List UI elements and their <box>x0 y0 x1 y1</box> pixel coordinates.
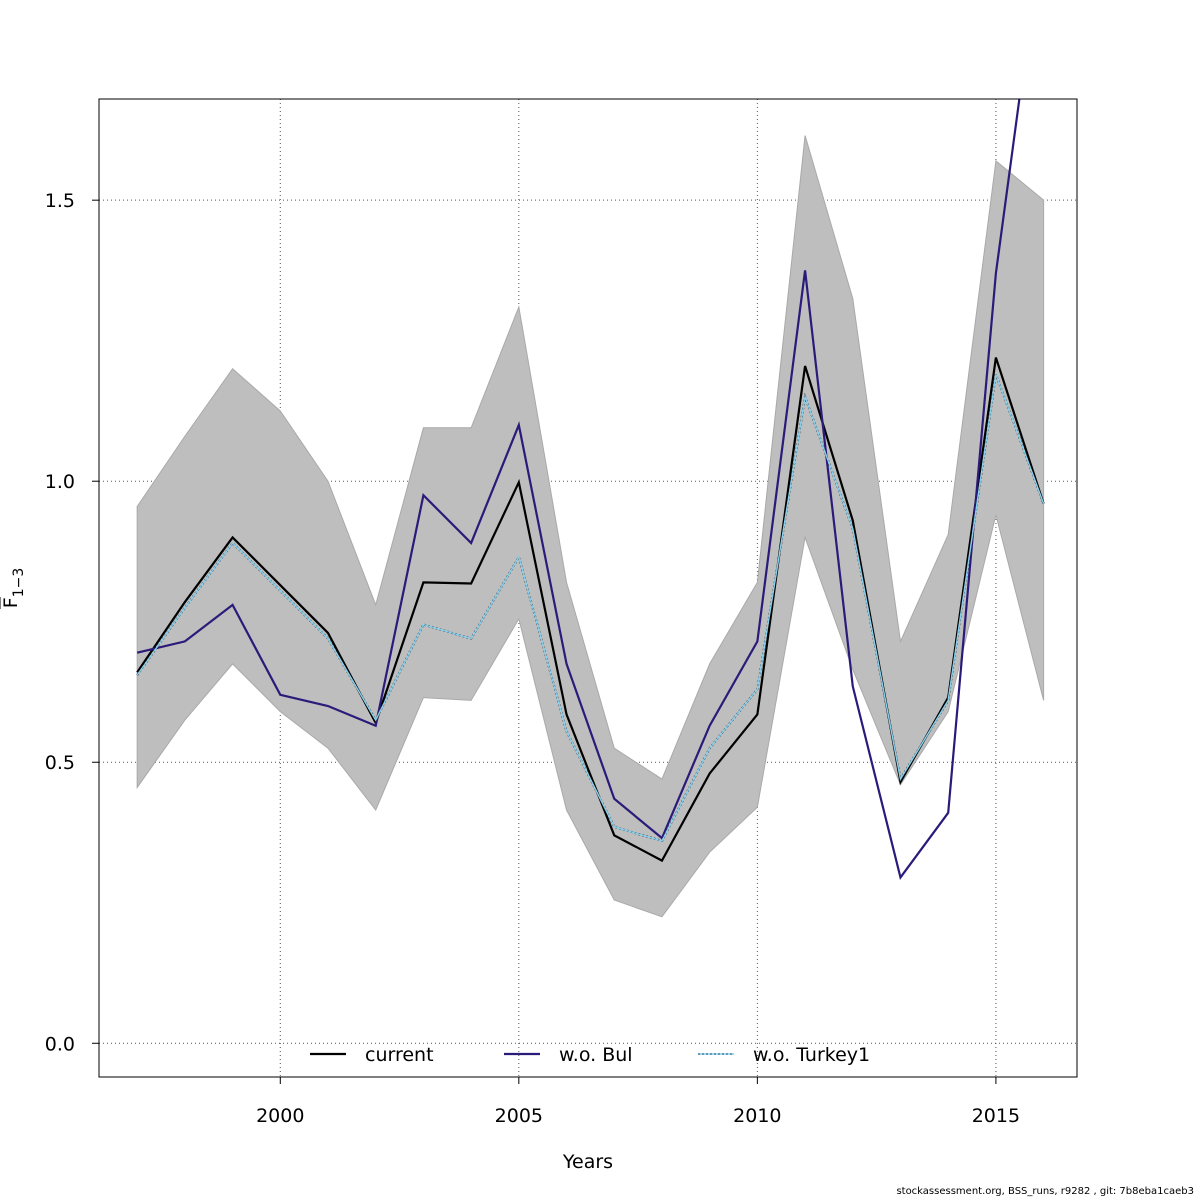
y-tick-label: 1.0 <box>45 471 75 493</box>
confidence-band-area <box>136 135 1045 918</box>
y-tick-label: 0.0 <box>45 1033 75 1055</box>
legend-label-1: w.o. Bul <box>559 1044 633 1066</box>
y-axis-label-main: F <box>0 597 22 608</box>
x-tick-label: 2010 <box>733 1105 781 1127</box>
plot-frame <box>98 98 1078 1078</box>
y-axis-label: F1−3 <box>0 568 27 609</box>
svg-text:F1−3: F1−3 <box>0 568 27 608</box>
y-axis-label-sub: 1−3 <box>11 568 27 598</box>
x-axis-label: Years <box>562 1151 613 1173</box>
series-lines <box>136 99 1045 880</box>
y-tick-label: 1.5 <box>45 190 75 212</box>
y-tick-label: 0.5 <box>45 752 75 774</box>
x-tick-label: 2015 <box>972 1105 1020 1127</box>
legend: current w.o. Bul w.o. Turkey1 <box>310 1044 870 1066</box>
x-tick-label: 2005 <box>495 1105 543 1127</box>
footer-credit: stockassessment.org, BSS_runs, r9282 , g… <box>896 1186 1194 1197</box>
y-axis: 0.0 0.5 1.0 1.5 <box>45 190 99 1055</box>
series-line-2 <box>136 374 1045 842</box>
x-axis: 2000 2005 2010 2015 <box>256 1077 1020 1127</box>
legend-label-0: current <box>365 1044 434 1066</box>
legend-label-2: w.o. Turkey1 <box>753 1044 870 1066</box>
series-line-1 <box>136 99 1021 880</box>
x-tick-label: 2000 <box>256 1105 304 1127</box>
confidence-band <box>136 135 1045 918</box>
